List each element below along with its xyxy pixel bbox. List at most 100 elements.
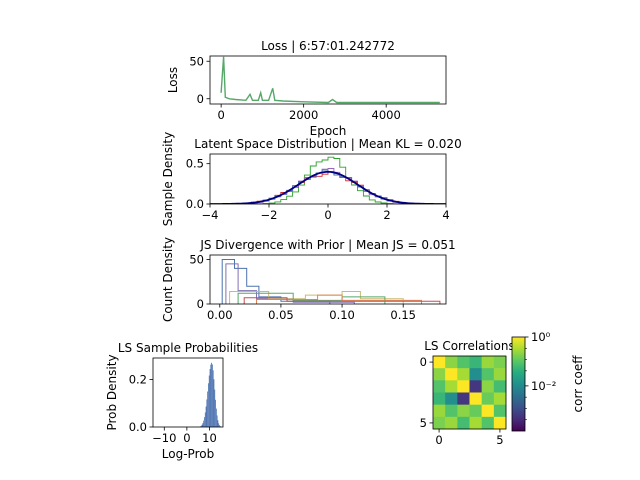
heatmap-cell: [493, 380, 507, 393]
axes-frame: [209, 55, 447, 105]
prior-curve: [210, 170, 446, 204]
heatmap-cell: [445, 380, 458, 393]
x-tick-label: −4: [202, 208, 219, 222]
heatmap-cell: [481, 392, 495, 405]
heatmap-cell: [433, 392, 446, 405]
latent-histogram-step: [221, 156, 435, 204]
colorbar: [511, 336, 526, 432]
heatmap-cell: [445, 404, 458, 418]
js-histogram-step: [256, 294, 422, 304]
chart-title: Latent Space Distribution | Mean KL = 0.…: [194, 137, 461, 151]
histogram-bar: [219, 425, 220, 427]
heatmap-cell: [433, 356, 446, 369]
heatmap-cell: [457, 356, 470, 369]
y-tick-label: 0.5: [186, 157, 204, 171]
heatmap-cell: [469, 380, 482, 393]
colorbar-tick-label: 10⁻²: [531, 379, 556, 393]
histogram-bar: [218, 423, 220, 427]
plot-area: [221, 259, 441, 304]
x-tick-label: 10: [202, 431, 217, 445]
heatmap-cell: [457, 416, 470, 430]
js-histogram-step: [225, 263, 355, 304]
histogram-bar: [207, 391, 209, 427]
y-axis-label: Sample Density: [161, 132, 175, 226]
y-axis-label: Loss: [166, 67, 180, 93]
heatmap-cell: [457, 392, 470, 405]
heatmap-cell: [433, 404, 446, 418]
axes-frame: [432, 355, 507, 430]
histogram-bar: [203, 420, 205, 427]
x-tick-label: 0.00: [207, 308, 233, 322]
histogram-bar: [204, 412, 206, 427]
heatmap-cell: [433, 380, 446, 393]
x-tick-label: −2: [261, 208, 278, 222]
plot-area: [220, 56, 440, 104]
y-tick-label: 0.0: [129, 420, 147, 434]
heatmap-cell: [493, 404, 507, 418]
histogram-bar: [219, 426, 221, 427]
x-tick-label: 4: [442, 208, 449, 222]
histogram-bar: [206, 399, 208, 427]
heatmap-cell: [481, 356, 495, 369]
js-histogram-step: [243, 297, 441, 304]
subplot-latent: −4 −2 0 2 4 0.0 0.5 Latent Space Distribution |…: [161, 132, 462, 226]
histogram-bar: [215, 408, 217, 427]
heatmap-cell: [469, 416, 482, 430]
histogram-bar: [215, 399, 216, 427]
histogram-bar: [204, 417, 205, 427]
colorbar-label: corr coeff: [571, 355, 585, 413]
y-tick-label: 5: [420, 416, 427, 430]
heatmap-cell: [481, 368, 495, 381]
y-tick-label: 0: [197, 92, 204, 106]
histogram-bar: [209, 369, 211, 427]
x-tick-label: 2: [383, 208, 390, 222]
axes-frame: [152, 357, 224, 428]
heatmap-cell: [445, 392, 458, 405]
histogram-bar: [202, 423, 204, 427]
histogram-bar: [205, 406, 207, 427]
histogram-bar: [212, 370, 214, 427]
x-tick-label: 5: [496, 433, 503, 447]
y-tick-label: 0.2: [129, 372, 147, 386]
heatmap-cell: [433, 416, 446, 430]
y-tick-label: 0: [420, 355, 427, 369]
plot-area: [200, 362, 221, 427]
x-tick-label: 0.15: [390, 308, 416, 322]
x-tick-label: 0: [435, 433, 442, 447]
heatmap-cell: [493, 356, 507, 369]
histogram-bar: [210, 364, 212, 427]
chart-title: LS Correlations: [424, 339, 515, 353]
x-tick-label: 0.10: [329, 308, 355, 322]
y-axis-label: Count Density: [161, 237, 175, 322]
heatmap-cell: [469, 356, 482, 369]
heatmap-cell: [493, 392, 507, 405]
y-tick-label: 0: [197, 297, 204, 311]
chart-title: Loss | 6:57:01.242772: [261, 39, 395, 53]
histogram-bar: [201, 424, 203, 427]
x-axis-label: Log-Prob: [162, 447, 214, 461]
x-tick-label: 0: [217, 108, 224, 122]
x-tick-label: 0: [324, 208, 331, 222]
histogram-bar: [208, 383, 209, 427]
x-tick-label: 4000: [372, 108, 401, 122]
histogram-bar: [217, 420, 219, 427]
x-tick-label: 2000: [289, 108, 318, 122]
loss-series-line: [220, 56, 440, 104]
heatmap-cell: [445, 356, 458, 369]
axes-frame: [209, 254, 447, 305]
axes-frame: [209, 153, 447, 205]
plot-area: [210, 156, 446, 204]
heatmap-cell: [457, 404, 470, 418]
heatmap-cell: [493, 416, 507, 430]
heatmap-cell: [445, 368, 458, 381]
chart-title: JS Divergence with Prior | Mean JS = 0.0…: [199, 238, 455, 252]
heatmap-cell: [493, 368, 507, 381]
heatmap-cell: [481, 404, 495, 418]
x-axis-label: Epoch: [310, 124, 347, 138]
histogram-bar: [200, 425, 202, 427]
x-tick-label: 0.05: [268, 308, 294, 322]
heatmap-cell: [457, 368, 470, 381]
heatmap-cell: [481, 416, 495, 430]
